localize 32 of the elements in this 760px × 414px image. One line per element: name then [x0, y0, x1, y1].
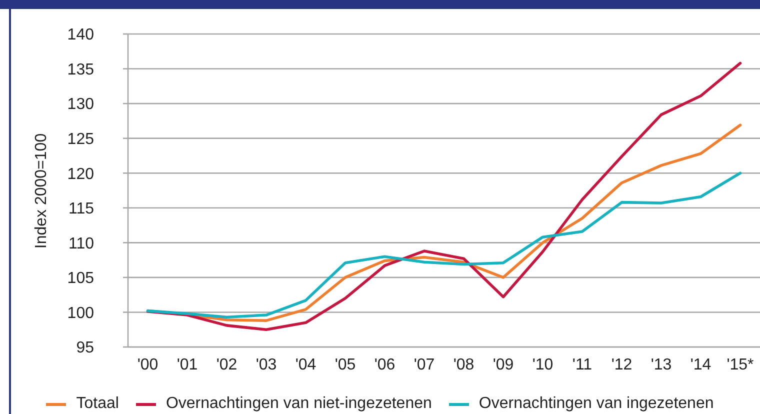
legend-label: Overnachtingen van ingezetenen	[478, 394, 714, 414]
x-tick-label: '13	[650, 356, 672, 374]
x-tick-label: '03	[256, 356, 277, 374]
y-tick-label: 105	[67, 270, 94, 288]
y-tick-label: 135	[67, 61, 94, 78]
x-tick-label: '12	[611, 356, 632, 374]
y-tick-label: 125	[67, 131, 94, 148]
x-tick-label: '11	[572, 356, 592, 374]
y-tick-label: 120	[67, 166, 94, 183]
line-series	[146, 62, 742, 332]
y-tick-label: 140	[67, 26, 94, 44]
x-tick-label: '02	[216, 356, 238, 374]
y-tick-label: 115	[68, 200, 94, 218]
x-tick-label: '06	[374, 356, 396, 374]
x-tick-label: '08	[453, 356, 474, 374]
y-axis-title: Index 2000=100	[33, 132, 51, 248]
x-tick-label: '10	[532, 356, 554, 374]
x-tick-label: '01	[176, 356, 198, 374]
x-tick-label: '09	[492, 356, 514, 374]
y-tick-label: 110	[68, 235, 94, 252]
line-series	[146, 172, 742, 318]
x-tick-label: '07	[414, 356, 435, 374]
y-tick-label: 130	[67, 96, 94, 114]
x-tick-label: '15*	[726, 356, 754, 374]
x-tick-label: '14	[690, 356, 712, 374]
x-tick-label: '05	[334, 356, 356, 374]
y-tick-label: 100	[67, 304, 94, 322]
legend-label: Overnachtingen van niet-ingezetenen	[166, 394, 432, 414]
x-tick-label: '00	[137, 356, 158, 374]
legend-label: Totaal	[76, 394, 119, 414]
x-tick-label: '04	[295, 356, 316, 374]
y-tick-label: 95	[76, 340, 94, 357]
